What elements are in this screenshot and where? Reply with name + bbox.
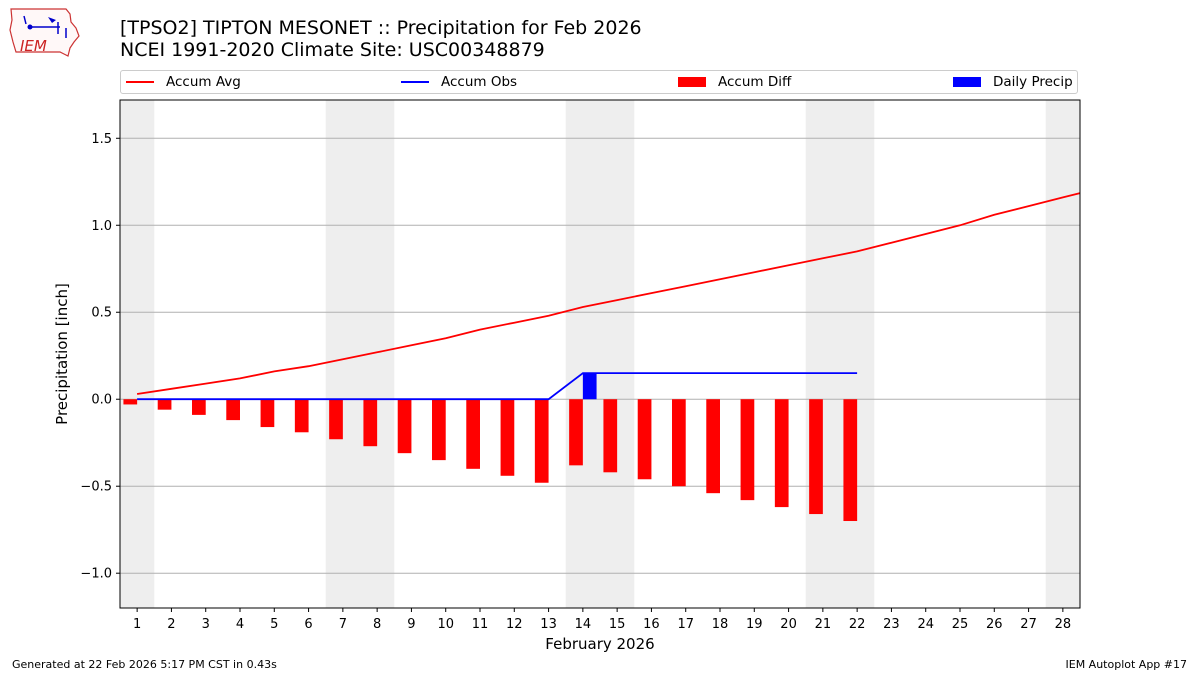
station-dot-icon	[27, 24, 33, 30]
x-tick-label: 2	[167, 617, 175, 632]
accum-diff-bar	[740, 399, 755, 501]
weekend-shading	[120, 100, 1080, 608]
accum-diff-bar	[809, 399, 823, 515]
x-tick-label: 26	[986, 617, 1003, 632]
x-tick-label: 12	[506, 617, 523, 632]
x-tick-label: 7	[339, 617, 347, 632]
x-tick-label: 13	[540, 617, 557, 632]
x-tick-label: 18	[712, 617, 729, 632]
x-tick-label: 23	[883, 617, 900, 632]
legend-label-accum-obs: Accum Obs	[441, 74, 518, 90]
daily-precip-bar	[582, 373, 597, 400]
plot-frame	[119, 99, 1081, 609]
lines	[136, 192, 1081, 401]
accum-diff-bar	[397, 399, 412, 454]
bars	[123, 373, 858, 522]
accum-diff-bar	[260, 399, 275, 428]
x-tick-label: 21	[815, 617, 832, 632]
accum-diff-bar	[500, 399, 515, 476]
accum-avg-line	[136, 192, 1081, 395]
weekend-shade	[805, 100, 875, 608]
x-tick-label: 15	[609, 617, 626, 632]
accum-diff-bar	[569, 399, 583, 466]
accum-diff-bar	[157, 399, 172, 410]
weekend-shade	[1045, 100, 1080, 608]
accum-diff-bar	[706, 399, 720, 494]
footer-generated: Generated at 22 Feb 2026 5:17 PM CST in …	[12, 658, 277, 671]
legend-item-accum-avg: Accum Avg	[126, 71, 241, 93]
x-tick-label: 11	[472, 617, 489, 632]
weekend-shade	[325, 100, 395, 608]
legend-item-daily-precip: Daily Precip	[953, 71, 1073, 93]
x-tick-label: 8	[373, 617, 381, 632]
x-tick-label: 16	[643, 617, 660, 632]
x-tick-label: 10	[437, 617, 454, 632]
accum-diff-bar	[432, 399, 446, 461]
y-tick-label: 1.5	[91, 132, 112, 147]
weekend-shade	[565, 100, 635, 608]
y-axis-label: Precipitation [inch]	[53, 283, 71, 425]
accum-diff-bar	[774, 399, 789, 508]
x-tick-label: 9	[407, 617, 415, 632]
accum-diff-bar	[226, 399, 240, 421]
x-tick-label: 14	[575, 617, 592, 632]
x-tick-label: 5	[270, 617, 278, 632]
x-tick-label: 17	[677, 617, 694, 632]
x-tick-label: 22	[849, 617, 866, 632]
legend-label-accum-avg: Accum Avg	[166, 74, 241, 90]
x-tick-label: 28	[1055, 617, 1072, 632]
y-tick-label: −0.5	[80, 480, 112, 495]
accum-diff-bar	[534, 399, 549, 483]
weekend-shade	[120, 100, 155, 608]
legend-swatch-accum-avg	[126, 81, 154, 83]
x-tick-label: 20	[780, 617, 797, 632]
x-tick-label: 6	[304, 617, 312, 632]
legend-swatch-daily-precip	[953, 77, 981, 87]
wind-vane-icon	[48, 17, 56, 23]
y-tick-label: −1.0	[80, 567, 112, 582]
x-tick-label: 24	[917, 617, 934, 632]
accum-diff-bar	[672, 399, 686, 487]
chart-subtitle: NCEI 1991-2020 Climate Site: USC00348879	[120, 39, 545, 61]
x-tick-label: 1	[133, 617, 141, 632]
accum-diff-bar	[603, 399, 618, 473]
legend-label-daily-precip: Daily Precip	[993, 74, 1073, 90]
accum-diff-bar	[363, 399, 378, 447]
x-tick-label: 3	[202, 617, 210, 632]
chart-title: [TPSO2] TIPTON MESONET :: Precipitation …	[120, 17, 642, 39]
accum-diff-bar	[123, 399, 138, 405]
logo-text: IEM	[20, 37, 47, 55]
y-tick-label: 0.5	[91, 306, 112, 321]
accum-diff-bar	[466, 399, 480, 469]
legend-swatch-accum-diff	[678, 77, 706, 87]
accum-diff-bar	[637, 399, 652, 480]
footer-app: IEM Autoplot App #17	[1065, 658, 1188, 671]
legend-swatch-accum-obs	[401, 81, 429, 83]
y-tick-label: 0.0	[91, 393, 112, 408]
y-axis-ticks: −1.0 −0.5 0.0 0.5 1.0 1.5	[80, 132, 120, 582]
accum-diff-bar	[192, 399, 206, 415]
iowa-map-icon: IEM	[9, 8, 80, 57]
iem-logo: IEM	[8, 6, 80, 58]
legend-label-accum-diff: Accum Diff	[718, 74, 792, 90]
y-tick-label: 1.0	[91, 219, 112, 234]
x-tick-label: 4	[236, 617, 244, 632]
x-axis-ticks: 1 2 3 4 5 6 7 8 9 10 11 12 13 14 15 16 17 18 19 20 21 22 23 24 2…	[133, 608, 1071, 632]
x-tick-label: 19	[746, 617, 763, 632]
x-tick-label: 27	[1020, 617, 1037, 632]
x-tick-label: 25	[952, 617, 969, 632]
accum-diff-bar	[294, 399, 309, 433]
accum-obs-line	[137, 372, 858, 401]
accum-diff-bar	[329, 399, 343, 440]
accum-diff-bar	[843, 399, 858, 522]
legend: Accum Avg Accum Obs Accum Diff Daily Pre…	[120, 70, 1078, 94]
x-axis-label: February 2026	[545, 635, 654, 653]
legend-item-accum-obs: Accum Obs	[401, 71, 517, 93]
legend-item-accum-diff: Accum Diff	[678, 71, 791, 93]
